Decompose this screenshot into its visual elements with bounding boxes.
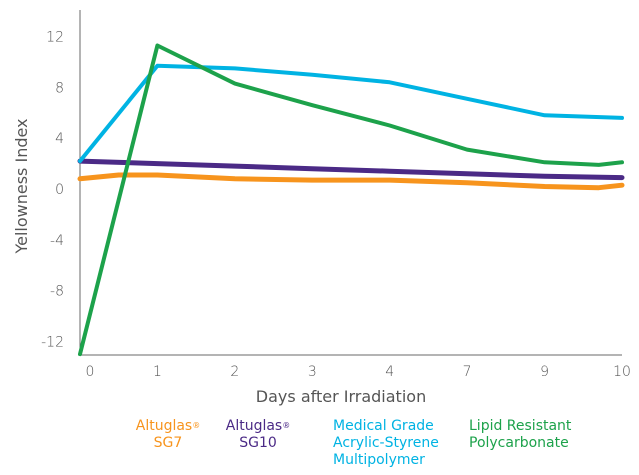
y-tick-label: -12: [41, 334, 64, 350]
x-tick-label: 7: [463, 364, 472, 380]
legend-label: Altuglas: [225, 418, 283, 434]
legend-label: Polycarbonate: [469, 435, 569, 451]
y-axis-label: Yellowness Index: [12, 118, 31, 254]
legend-label: Lipid Resistant: [469, 418, 572, 434]
y-tick-label: 12: [46, 30, 64, 46]
legend-label: Medical Grade: [333, 418, 434, 434]
legend-label: SG7: [153, 435, 183, 451]
legend-label: Multipolymer: [333, 452, 425, 468]
chart-axes: [79, 10, 622, 356]
x-tick-label: 0: [86, 364, 95, 380]
y-tick-label: 4: [55, 131, 64, 147]
legend-label: Acrylic-Styrene: [333, 435, 439, 451]
y-tick-labels: 12 8 4 0 -4 -8 -12: [41, 30, 64, 351]
registered-mark: ®: [192, 421, 201, 430]
x-tick-label: 9: [540, 364, 549, 380]
x-tick-labels: 0 1 2 3 4 7 9 10: [86, 364, 631, 380]
x-tick-label: 2: [230, 364, 239, 380]
legend-item-lipid-resistant: Lipid Resistant Polycarbonate: [469, 418, 609, 452]
y-tick-label: 8: [55, 80, 64, 96]
x-tick-label: 10: [613, 364, 631, 380]
series-lines: [77, 43, 625, 357]
x-tick-label: 3: [308, 364, 317, 380]
x-tick-label: 4: [385, 364, 394, 380]
legend-line: Altuglas®: [218, 418, 298, 435]
legend-item-sg10: Altuglas® SG10: [218, 418, 298, 452]
legend-item-medical-grade: Medical Grade Acrylic-Styrene Multipolym…: [333, 418, 473, 469]
y-tick-label: -4: [50, 233, 64, 249]
x-tick-label: 1: [153, 364, 162, 380]
y-tick-label: 0: [55, 182, 64, 198]
series-line-1: [77, 158, 625, 181]
legend-label: SG10: [239, 435, 277, 451]
x-axis-label: Days after Irradiation: [256, 387, 426, 406]
registered-mark: ®: [282, 421, 291, 430]
series-line-2: [78, 63, 624, 164]
series-line-3: [78, 43, 624, 357]
legend-label: Altuglas: [135, 418, 193, 434]
legend-line: Altuglas®: [128, 418, 208, 435]
series-line-0: [77, 172, 625, 191]
legend-item-sg7: Altuglas® SG7: [128, 418, 208, 452]
y-tick-label: -8: [50, 284, 64, 300]
